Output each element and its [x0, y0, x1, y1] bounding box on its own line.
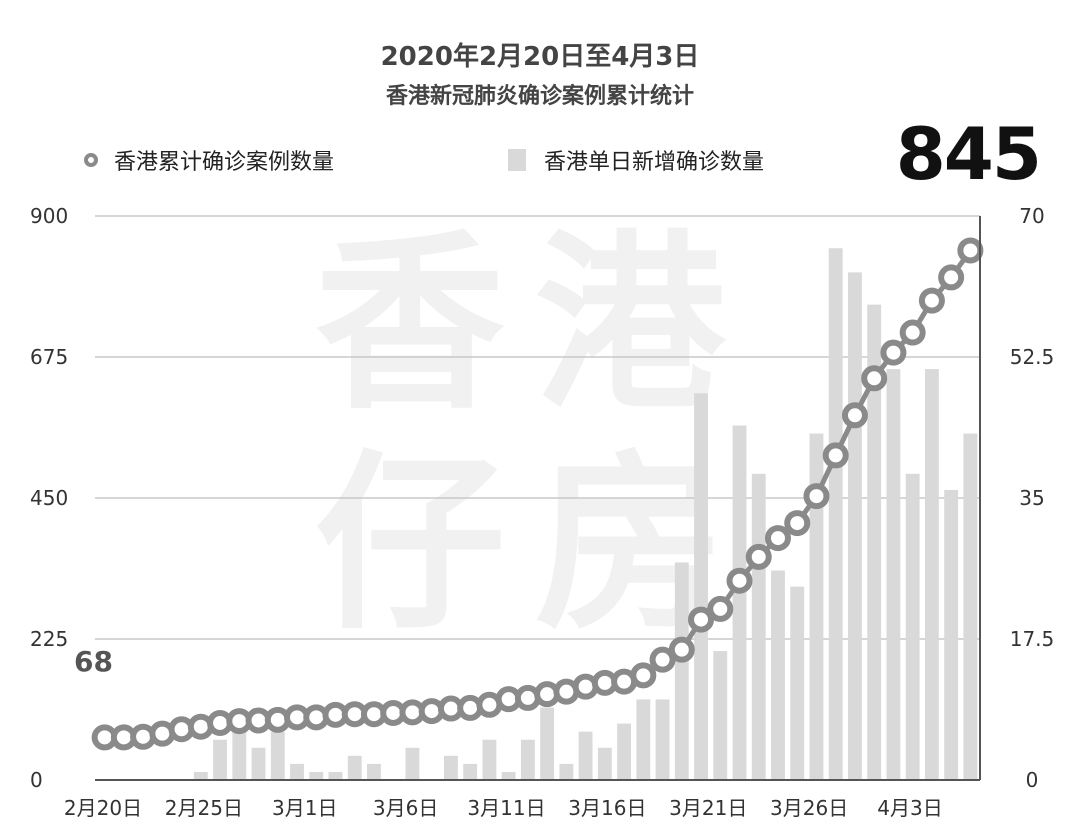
left-tick-label: 450: [30, 486, 68, 510]
right-tick-label: 0: [1026, 768, 1039, 792]
legend-cumulative-label: 香港累计确诊案例数量: [114, 150, 335, 175]
bar: [886, 369, 901, 780]
bar: [674, 562, 689, 780]
data-point: [764, 525, 791, 552]
data-point: [726, 567, 753, 594]
bar: [405, 747, 420, 780]
bar: [232, 723, 247, 780]
right-tick-label: 52.5: [1010, 345, 1055, 369]
bar: [867, 304, 882, 780]
bar: [636, 699, 651, 780]
bar: [828, 248, 843, 780]
bar: [963, 433, 978, 780]
bar: [463, 763, 478, 780]
data-point: [938, 264, 965, 291]
bar: [559, 763, 574, 780]
bar: [251, 747, 266, 780]
data-point: [841, 402, 868, 429]
x-tick-label: 3月6日: [373, 796, 438, 820]
legend-square-icon: [508, 149, 526, 171]
bar: [848, 272, 862, 780]
bar: [482, 739, 497, 780]
bar: [617, 723, 632, 780]
bar: [270, 731, 285, 780]
x-tick-label: 2月20日: [64, 796, 142, 820]
bar: [694, 393, 708, 780]
bar: [309, 771, 324, 780]
watermark-glyph: 仔: [315, 434, 505, 655]
legend-cumulative: 香港累计确诊案例数量: [84, 144, 334, 176]
x-tick-label: 3月11日: [467, 796, 545, 820]
bar: [443, 755, 458, 780]
bar: [905, 473, 920, 780]
x-tick-label: 3月1日: [272, 796, 337, 820]
legend-daily-label: 香港单日新增确诊数量: [544, 150, 765, 175]
bar: [597, 747, 612, 780]
total-cases-callout: 845: [895, 112, 1042, 196]
bar: [944, 489, 959, 780]
bar: [367, 763, 381, 780]
x-tick-label: 3月16日: [568, 796, 646, 820]
legend-daily: 香港单日新增确诊数量: [508, 144, 764, 176]
data-point: [649, 646, 676, 673]
x-tick-label: 2月25日: [165, 796, 243, 820]
data-point: [918, 287, 945, 314]
right-tick-label: 17.5: [1010, 627, 1055, 651]
right-tick-label: 35: [1019, 486, 1044, 510]
bar: [713, 651, 728, 780]
bar: [771, 570, 785, 780]
watermark-glyph: 香: [315, 214, 505, 435]
legend-circle-icon: [84, 153, 98, 167]
data-point: [707, 595, 734, 622]
left-tick-label: 225: [30, 627, 68, 651]
x-tick-label: 3月26日: [770, 796, 848, 820]
data-point: [822, 442, 849, 469]
x-tick-label: 3月21日: [669, 796, 747, 820]
start-value-label: 68: [74, 645, 113, 678]
bar: [924, 369, 939, 780]
data-point: [899, 319, 926, 346]
data-point: [688, 606, 715, 633]
x-tick-label: 4月3日: [877, 796, 942, 820]
cumulative-line: 68: [74, 237, 984, 751]
left-tick-label: 675: [30, 345, 68, 369]
right-tick-label: 70: [1019, 204, 1044, 228]
data-point: [861, 365, 888, 392]
data-point: [957, 237, 984, 264]
bar: [540, 707, 555, 780]
bar: [655, 699, 670, 780]
left-tick-label: 0: [30, 768, 43, 792]
data-point: [784, 510, 811, 537]
bar: [520, 739, 535, 780]
bar: [751, 473, 766, 780]
bar: [328, 771, 343, 780]
bar: [193, 771, 208, 780]
axes: 0 225 450 675 900 0 17.5 35 52.5 70 2月20日 2月25日 3月1日…: [30, 204, 1054, 820]
bar: [290, 763, 304, 780]
data-point: [630, 662, 657, 689]
bar: [809, 433, 824, 780]
bar: [347, 755, 362, 780]
bar: [501, 771, 516, 780]
bar: [578, 731, 593, 780]
daily-new-bars: [193, 248, 978, 780]
data-point: [745, 543, 772, 570]
data-point: [668, 636, 695, 663]
left-tick-label: 900: [30, 204, 68, 228]
data-point: [880, 339, 907, 366]
chart-title: 2020年2月20日至4月3日: [380, 42, 700, 72]
bar: [790, 586, 805, 780]
data-point: [803, 483, 830, 510]
bar: [213, 739, 227, 780]
watermark: 香港仔房: [315, 214, 727, 655]
chart-subtitle: 香港新冠肺炎确诊案例累计统计: [385, 84, 694, 109]
bar: [732, 425, 747, 780]
